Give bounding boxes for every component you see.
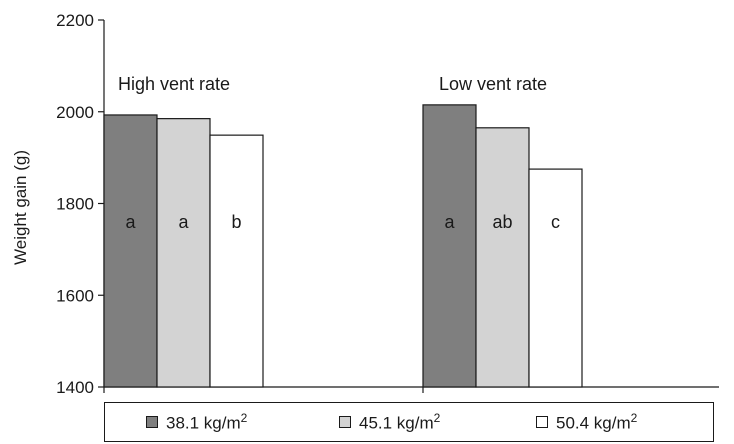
legend-item: 38.1 kg/m2 [146,411,247,434]
bar [528,168,583,388]
y-axis-title: Weight gain (g) [11,150,30,265]
y-tick-label: 1600 [56,286,94,305]
legend-item: 50.4 kg/m2 [536,411,637,434]
bar-significance-label: c [551,212,560,232]
bar [475,127,530,388]
legend-swatch [536,416,548,428]
bar [156,118,211,388]
legend-label: 38.1 kg/m2 [166,410,248,433]
bar-significance-label: a [125,212,136,232]
bar-significance-label: a [178,212,189,232]
bar [103,114,158,388]
group-label: High vent rate [118,74,230,94]
y-tick-label: 2200 [56,11,94,30]
y-tick-label: 2000 [56,103,94,122]
chart-legend: 38.1 kg/m2 45.1 kg/m2 50.4 kg/m2 [104,402,714,442]
legend-swatch [146,416,158,428]
bar-significance-label: a [444,212,455,232]
legend-label: 45.1 kg/m2 [359,410,441,433]
group-label: Low vent rate [439,74,547,94]
y-tick-label: 1400 [56,378,94,397]
bar-significance-label: b [231,212,241,232]
bar-significance-label: ab [492,212,512,232]
legend-swatch [339,416,351,428]
legend-item: 45.1 kg/m2 [339,411,440,434]
bar-chart: 1400 1600 1800 2000 2200 Weight gain (g) High … [11,11,719,397]
bar [209,134,264,388]
legend-label: 50.4 kg/m2 [556,410,638,433]
bar [422,104,477,388]
y-tick-label: 1800 [56,195,94,214]
